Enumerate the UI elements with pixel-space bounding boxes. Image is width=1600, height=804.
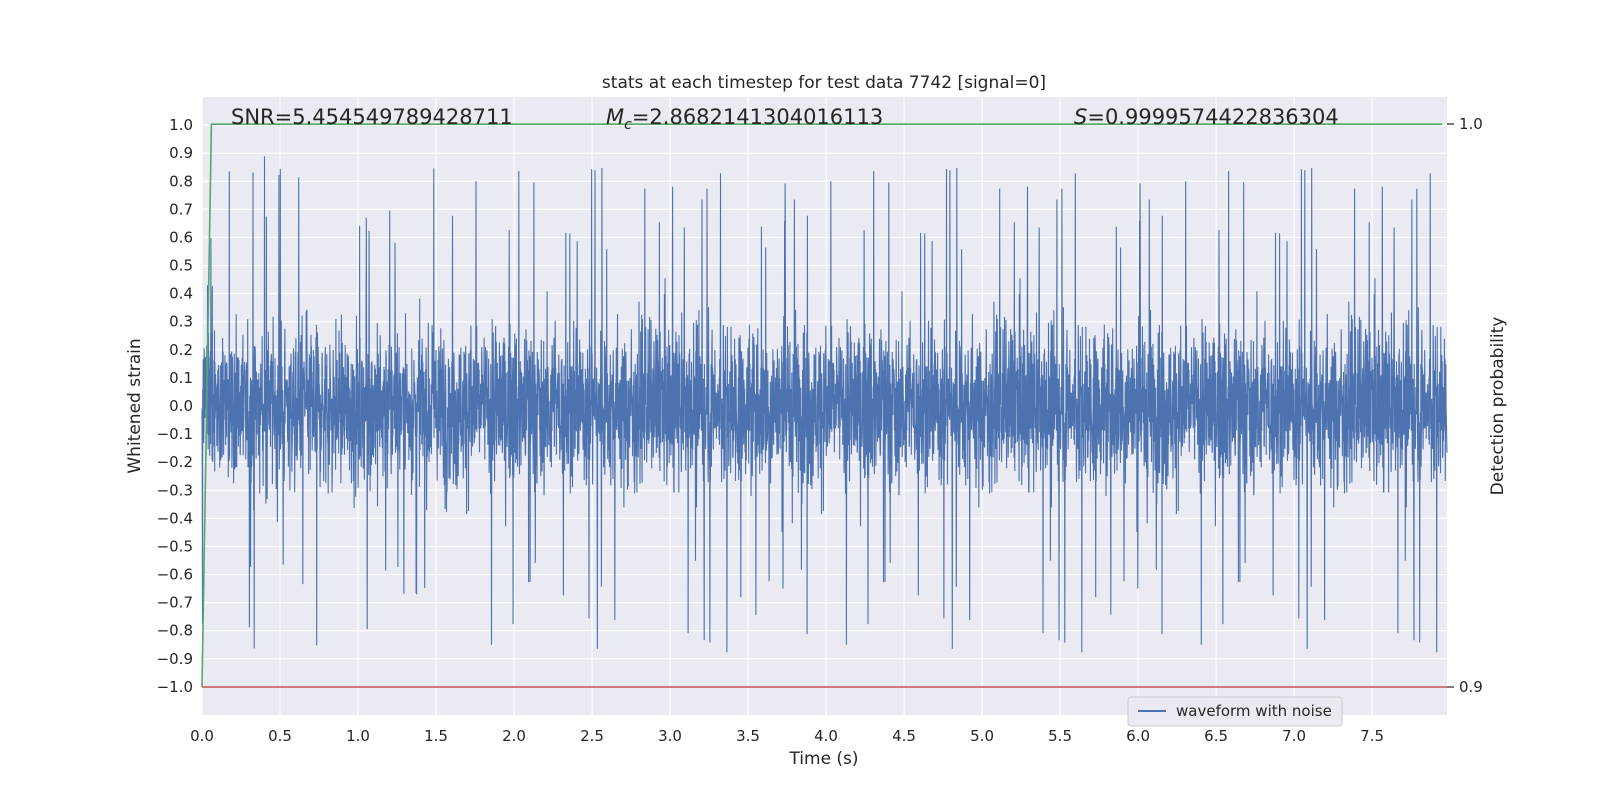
x-tick-label: 6.5 <box>1204 727 1228 745</box>
y-tick-label: −0.4 <box>157 509 193 527</box>
mc-subscript: c <box>624 117 632 133</box>
y-tick-label: −0.1 <box>157 425 193 443</box>
s-symbol: S <box>1074 105 1087 129</box>
y-tick-label: 0.6 <box>169 228 193 246</box>
x-axis-label: Time (s) <box>788 749 858 769</box>
x-tick-label: 5.5 <box>1048 727 1072 745</box>
snr-annotation: SNR=5.454549789428711 <box>231 105 513 129</box>
x-tick-label: 1.5 <box>424 727 448 745</box>
y2-tick-label: 1.0 <box>1459 115 1483 133</box>
legend-box <box>1127 696 1343 727</box>
x-tick-label: 4.0 <box>814 727 838 745</box>
y-tick-label: −0.8 <box>157 622 193 640</box>
y2-tick-label: 0.9 <box>1459 678 1483 696</box>
y-tick-label: −0.3 <box>157 481 193 499</box>
x-tick-label: 5.0 <box>970 727 994 745</box>
y-tick-label: 1.0 <box>169 116 193 134</box>
waveform-line <box>201 156 1448 653</box>
s-annotation: S=0.9999574422836304 <box>1074 105 1339 129</box>
x-tick-label: 1.0 <box>346 727 370 745</box>
probability-series <box>201 123 1447 688</box>
x-tick-label: 3.0 <box>658 727 682 745</box>
x-tick-label: 7.0 <box>1282 727 1306 745</box>
y-tick-label: 0.2 <box>169 341 193 359</box>
y-tick-label: 0.1 <box>169 369 193 387</box>
x-tick-label: 6.0 <box>1126 727 1150 745</box>
x-tick-label: 7.5 <box>1360 727 1384 745</box>
y2-axis-label: Detection probability <box>1488 317 1508 496</box>
x-tick-label: 4.5 <box>892 727 916 745</box>
y-tick-label: 0.5 <box>169 257 193 275</box>
mc-value: =2.8682141304016113 <box>632 105 883 129</box>
x-tick-label: 0.5 <box>268 727 292 745</box>
x-tick-label: 3.5 <box>736 727 760 745</box>
y-tick-label: −0.5 <box>157 537 193 555</box>
mc-symbol: M <box>606 105 624 129</box>
legend: waveform with noise <box>1127 696 1343 727</box>
s-value: =0.9999574422836304 <box>1087 105 1338 129</box>
y-tick-label: −0.9 <box>157 650 193 668</box>
y-tick-label: −0.7 <box>157 594 193 612</box>
probability-line <box>201 123 1443 688</box>
y-tick-label: 0.8 <box>169 172 193 190</box>
x-tick-label: 2.0 <box>502 727 526 745</box>
chart-title: stats at each timestep for test data 774… <box>602 73 1046 93</box>
y-tick-label: −1.0 <box>157 678 193 696</box>
x-tick-label: 0.0 <box>190 727 214 745</box>
x-tick-label: 2.5 <box>580 727 604 745</box>
y-tick-label: 0.7 <box>169 200 193 218</box>
y-tick-label: 0.0 <box>169 397 193 415</box>
y-tick-label: 0.4 <box>169 285 193 303</box>
y-axis-label: Whitened strain <box>125 338 145 473</box>
y-tick-label: −0.6 <box>157 566 193 584</box>
y-tick-label: 0.9 <box>169 144 193 162</box>
y-tick-label: −0.2 <box>157 453 193 471</box>
waveform-series <box>201 156 1448 653</box>
legend-label: waveform with noise <box>1176 702 1332 720</box>
mc-annotation: Mc=2.8682141304016113 <box>606 105 883 133</box>
y-tick-label: 0.3 <box>169 313 193 331</box>
axis-ticks: 0.0 0.5 1.0 1.5 2.0 2.5 3.0 3.5 4.0 4.5 5.0 5.5 6.0 6… <box>157 115 1483 745</box>
